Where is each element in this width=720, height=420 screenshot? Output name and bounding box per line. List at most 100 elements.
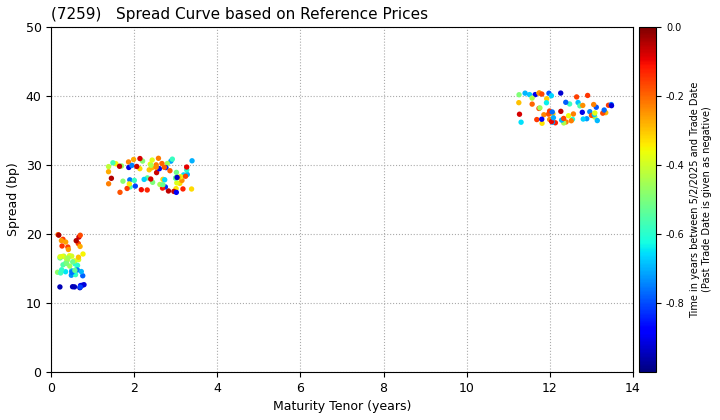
Point: [531, 116, 543, 123]
Point: [71, 267, 83, 273]
Point: [150, 164, 162, 171]
Point: [577, 116, 589, 122]
Point: [131, 163, 143, 170]
Point: [146, 164, 158, 171]
Point: [171, 179, 183, 186]
Point: [606, 101, 617, 108]
Point: [588, 101, 600, 108]
Point: [523, 91, 535, 98]
Point: [526, 95, 538, 102]
Point: [584, 108, 595, 115]
Point: [541, 95, 552, 102]
Point: [597, 110, 608, 116]
Point: [60, 255, 72, 262]
Point: [69, 257, 81, 264]
Point: [544, 108, 555, 114]
Point: [175, 173, 186, 180]
Point: [558, 120, 570, 126]
Point: [181, 164, 192, 171]
Point: [548, 114, 559, 121]
Point: [114, 163, 125, 170]
Point: [69, 260, 81, 267]
Point: [64, 263, 76, 270]
Point: [123, 164, 135, 171]
Point: [150, 161, 162, 168]
Point: [76, 268, 87, 275]
Point: [556, 117, 567, 123]
Point: [75, 282, 86, 289]
Point: [70, 271, 81, 278]
Point: [592, 117, 603, 124]
Point: [166, 156, 178, 163]
Point: [534, 90, 545, 97]
Point: [555, 108, 567, 115]
Point: [181, 171, 193, 178]
Point: [53, 232, 65, 239]
Point: [78, 281, 90, 288]
Point: [146, 157, 158, 163]
Point: [103, 168, 114, 175]
Point: [57, 261, 68, 268]
Point: [116, 163, 127, 169]
Point: [555, 90, 567, 97]
Point: [565, 117, 577, 124]
Point: [66, 268, 78, 274]
Point: [546, 118, 557, 125]
Point: [165, 158, 176, 165]
Point: [160, 184, 171, 190]
Point: [606, 102, 617, 109]
Point: [170, 175, 181, 181]
Point: [186, 186, 197, 192]
Point: [588, 111, 600, 118]
Point: [74, 232, 86, 239]
Point: [164, 167, 176, 174]
Point: [541, 100, 552, 106]
Point: [62, 244, 73, 250]
Point: [73, 254, 84, 260]
Point: [143, 166, 155, 173]
Point: [536, 116, 547, 123]
Point: [526, 101, 538, 108]
Text: (7259)   Spread Curve based on Reference Prices: (7259) Spread Curve based on Reference P…: [51, 7, 428, 22]
Point: [178, 171, 189, 178]
Point: [598, 107, 610, 113]
Y-axis label: Spread (bp): Spread (bp): [7, 163, 20, 236]
Point: [543, 90, 554, 97]
Point: [130, 183, 141, 189]
Point: [159, 176, 171, 183]
Point: [516, 119, 527, 126]
Point: [57, 236, 68, 243]
Point: [171, 189, 182, 196]
Point: [125, 184, 136, 190]
Point: [61, 257, 73, 264]
Point: [161, 160, 173, 167]
Point: [529, 91, 541, 98]
Point: [124, 181, 135, 187]
Point: [53, 231, 64, 238]
Point: [514, 111, 526, 118]
Point: [153, 165, 165, 172]
Point: [147, 179, 158, 186]
Point: [513, 92, 525, 98]
Point: [546, 92, 557, 99]
Point: [73, 240, 84, 247]
Point: [77, 251, 89, 257]
Point: [134, 155, 145, 162]
Point: [567, 116, 578, 123]
Point: [153, 165, 165, 172]
Point: [174, 180, 186, 187]
Point: [534, 89, 545, 96]
Point: [577, 102, 588, 109]
Point: [534, 105, 545, 112]
X-axis label: Maturity Tenor (years): Maturity Tenor (years): [273, 400, 411, 413]
Point: [107, 160, 119, 166]
Point: [158, 164, 170, 171]
Point: [71, 266, 82, 273]
Point: [54, 255, 66, 261]
Point: [145, 161, 156, 168]
Point: [142, 175, 153, 181]
Point: [150, 169, 162, 176]
Point: [74, 284, 86, 291]
Point: [129, 177, 140, 184]
Point: [181, 167, 192, 173]
